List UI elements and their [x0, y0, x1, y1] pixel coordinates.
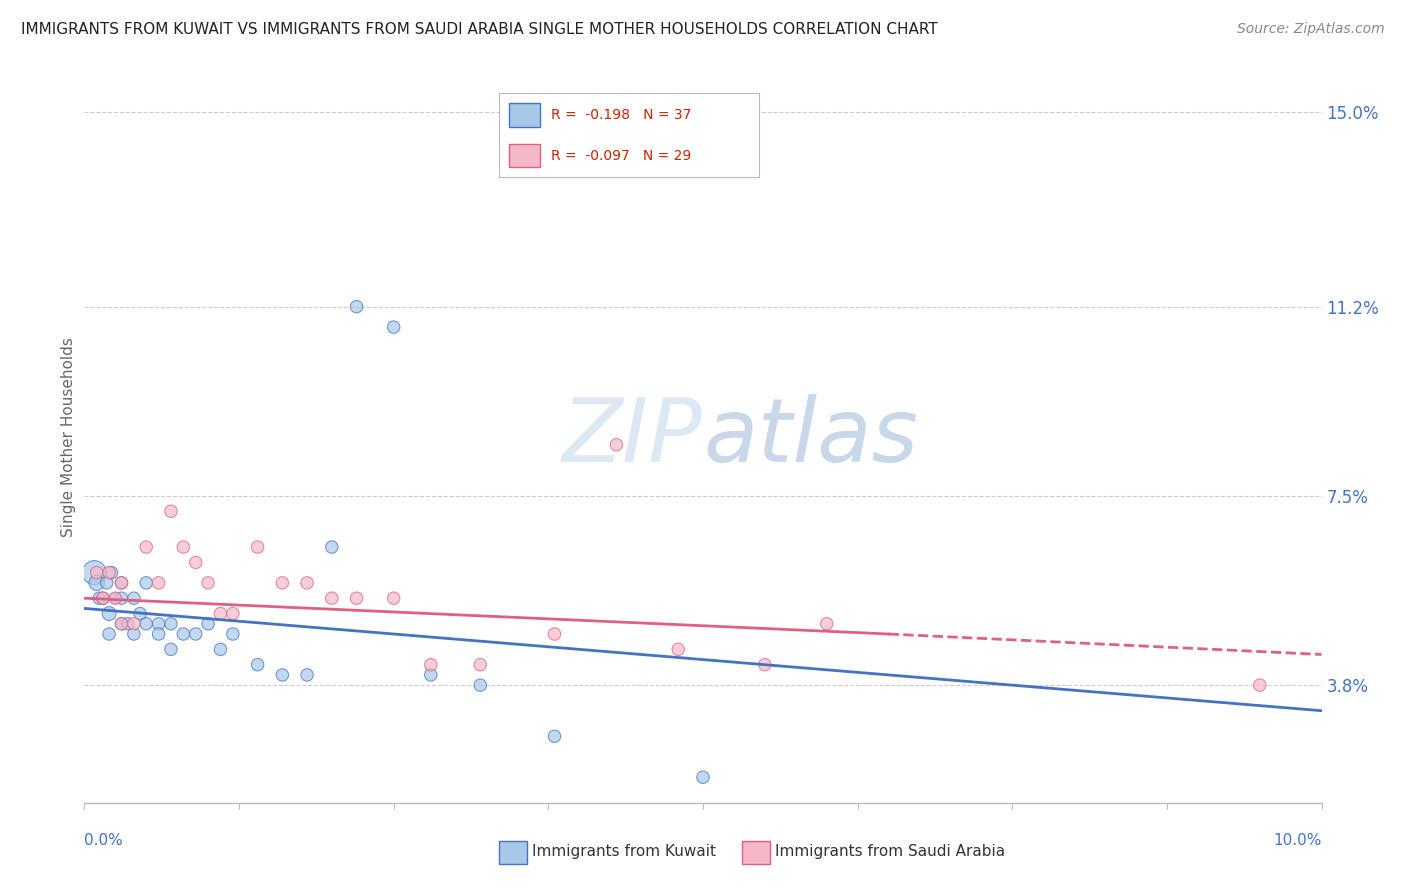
Point: [110, 616, 132, 631]
Point: [83, 566, 105, 580]
Point: [135, 575, 157, 590]
Text: Immigrants from Saudi Arabia: Immigrants from Saudi Arabia: [775, 845, 1005, 859]
Point: [110, 575, 132, 590]
Point: [197, 616, 219, 631]
Text: Immigrants from Kuwait: Immigrants from Kuwait: [533, 845, 716, 859]
Point: [89, 591, 111, 606]
Point: [160, 504, 183, 518]
Point: [382, 320, 405, 334]
Bar: [742, 841, 770, 864]
Point: [98, 627, 121, 641]
Point: [295, 575, 318, 590]
Point: [110, 591, 132, 606]
Point: [470, 657, 492, 672]
Text: ZIP: ZIP: [562, 394, 703, 480]
Point: [419, 668, 441, 682]
Point: [135, 616, 157, 631]
Text: 0.0%: 0.0%: [84, 833, 124, 848]
Point: [91, 591, 114, 606]
Text: IMMIGRANTS FROM KUWAIT VS IMMIGRANTS FROM SAUDI ARABIA SINGLE MOTHER HOUSEHOLDS : IMMIGRANTS FROM KUWAIT VS IMMIGRANTS FRO…: [21, 22, 938, 37]
Point: [129, 607, 152, 621]
Point: [98, 566, 121, 580]
Point: [346, 300, 368, 314]
Point: [346, 591, 368, 606]
Point: [419, 657, 441, 672]
Point: [197, 575, 219, 590]
Point: [91, 591, 114, 606]
Point: [86, 575, 108, 590]
Point: [470, 678, 492, 692]
Point: [122, 591, 145, 606]
Point: [184, 627, 207, 641]
Point: [543, 729, 565, 743]
Text: 10.0%: 10.0%: [1274, 833, 1322, 848]
Point: [135, 540, 157, 554]
Point: [321, 540, 343, 554]
Point: [148, 575, 170, 590]
Point: [172, 540, 194, 554]
Point: [295, 668, 318, 682]
Point: [209, 607, 232, 621]
Point: [666, 642, 689, 657]
Point: [543, 627, 565, 641]
Point: [271, 575, 294, 590]
Point: [160, 616, 183, 631]
Text: atlas: atlas: [703, 394, 918, 480]
Point: [172, 627, 194, 641]
Point: [271, 668, 294, 682]
Y-axis label: Single Mother Households: Single Mother Households: [60, 337, 76, 537]
Point: [122, 616, 145, 631]
Point: [692, 770, 714, 784]
Point: [148, 627, 170, 641]
Point: [122, 627, 145, 641]
Point: [222, 607, 245, 621]
Point: [382, 591, 405, 606]
Point: [184, 555, 207, 569]
Point: [104, 591, 127, 606]
Point: [100, 566, 122, 580]
Point: [321, 591, 343, 606]
Point: [246, 657, 269, 672]
Point: [222, 627, 245, 641]
Point: [104, 591, 127, 606]
Point: [96, 575, 118, 590]
Point: [160, 642, 183, 657]
Point: [754, 657, 776, 672]
Point: [110, 575, 132, 590]
Point: [209, 642, 232, 657]
Point: [110, 616, 132, 631]
Point: [86, 566, 108, 580]
Point: [148, 616, 170, 631]
Point: [1249, 678, 1271, 692]
Point: [117, 616, 139, 631]
Point: [815, 616, 838, 631]
Point: [98, 607, 121, 621]
Point: [246, 540, 269, 554]
Point: [605, 438, 627, 452]
Bar: [499, 841, 527, 864]
Text: Source: ZipAtlas.com: Source: ZipAtlas.com: [1237, 22, 1385, 37]
